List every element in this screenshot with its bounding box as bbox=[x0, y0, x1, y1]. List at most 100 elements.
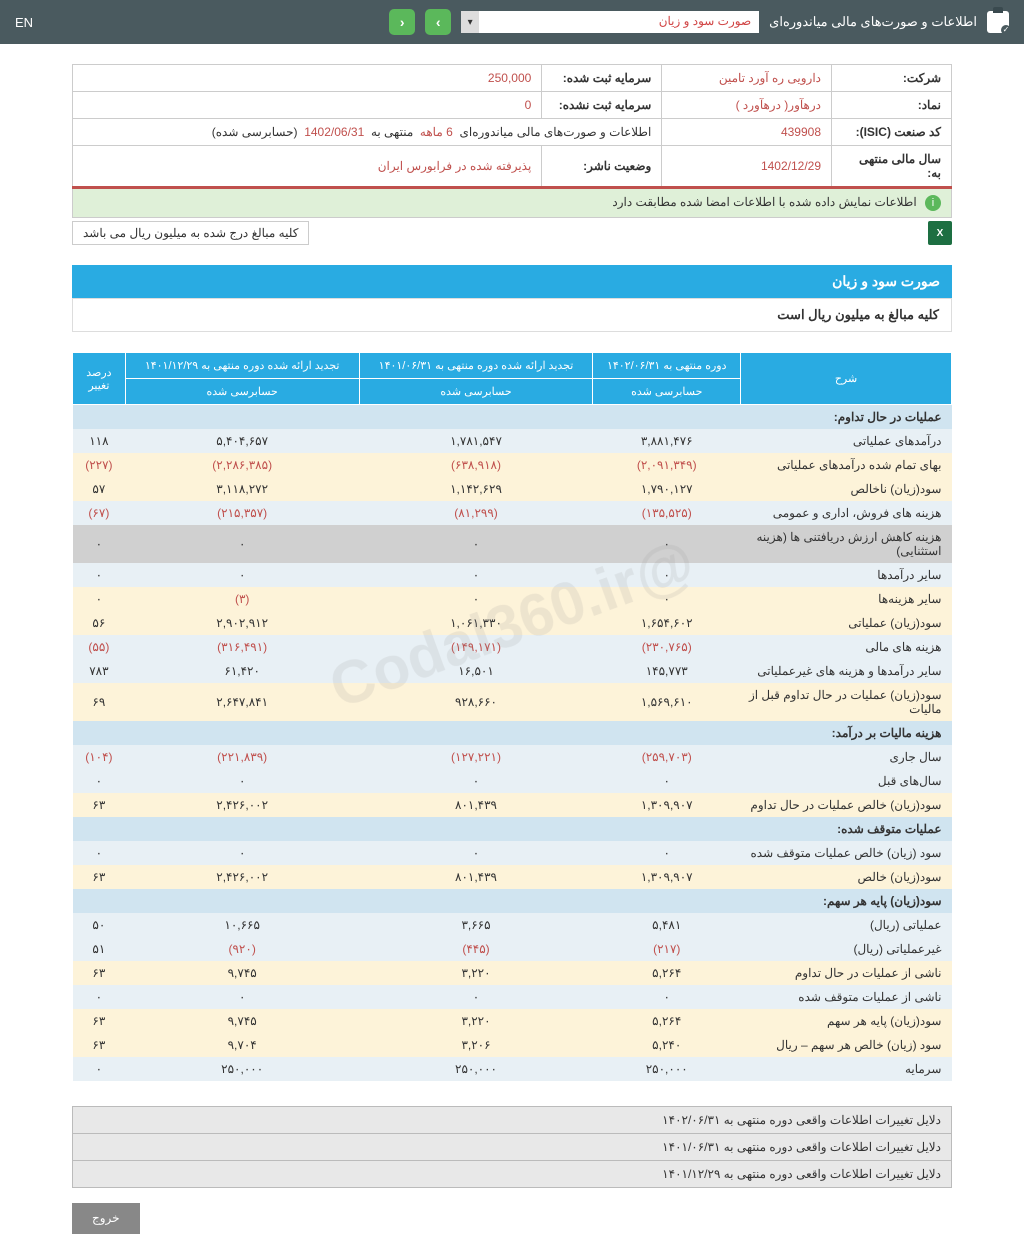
header-title: اطلاعات و صورت‌های مالی میاندوره‌ای bbox=[769, 14, 977, 30]
row-value: ۶۳ bbox=[73, 1033, 126, 1057]
row-value: ۳,۲۲۰ bbox=[359, 961, 593, 985]
row-value: ۹,۷۴۵ bbox=[125, 1009, 359, 1033]
row-label: سود(زیان) خالص عملیات در حال تداوم bbox=[741, 793, 952, 817]
row-value: ۱,۳۰۹,۹۰۷ bbox=[593, 865, 741, 889]
row-value: (۴۴۵) bbox=[359, 937, 593, 961]
row-value: ۱,۷۹۰,۱۲۷ bbox=[593, 477, 741, 501]
th-col3-sub: حسابرسی شده bbox=[125, 379, 359, 405]
row-value: ۶۳ bbox=[73, 793, 126, 817]
period-date: 1402/06/31 bbox=[304, 125, 364, 139]
nav-prev-button[interactable]: ‹ bbox=[389, 9, 415, 35]
period-label: اطلاعات و صورت‌های مالی میاندوره‌ای bbox=[459, 125, 651, 139]
row-value: ۱,۳۰۹,۹۰۷ bbox=[593, 793, 741, 817]
period-months: 6 ماهه bbox=[420, 125, 453, 139]
row-value: (۲۳۰,۷۶۵) bbox=[593, 635, 741, 659]
row-value: ۵۷ bbox=[73, 477, 126, 501]
row-value: ۵,۴۸۱ bbox=[593, 913, 741, 937]
row-value: ۰ bbox=[73, 587, 126, 611]
row-label: سایر درآمدها bbox=[741, 563, 952, 587]
section-header: سود(زیان) پایه هر سهم: bbox=[73, 889, 952, 913]
row-value: ۵,۲۶۴ bbox=[593, 1009, 741, 1033]
row-value: (۱۲۷,۲۲۱) bbox=[359, 745, 593, 769]
symbol-label: نماد: bbox=[832, 92, 952, 119]
publisher-value: پذيرفته شده در فرابورس ايران bbox=[73, 146, 542, 188]
company-label: شرکت: bbox=[832, 65, 952, 92]
row-value: ۰ bbox=[73, 563, 126, 587]
capital-reg-value: 250,000 bbox=[73, 65, 542, 92]
row-value: (۱۴۹,۱۷۱) bbox=[359, 635, 593, 659]
fiscal-value: 1402/12/29 bbox=[662, 146, 832, 188]
section-header: عملیات متوقف شده: bbox=[73, 817, 952, 841]
row-label: سود (زیان) خالص هر سهم – ریال bbox=[741, 1033, 952, 1057]
row-label: هزینه کاهش ارزش دریافتنی ها (هزینه استثن… bbox=[741, 525, 952, 563]
row-label: هزینه های فروش، اداری و عمومی bbox=[741, 501, 952, 525]
row-value: ۵۰ bbox=[73, 913, 126, 937]
row-value: (۳) bbox=[125, 587, 359, 611]
capital-unreg-label: سرمایه ثبت نشده: bbox=[542, 92, 662, 119]
isic-value: 439908 bbox=[662, 119, 832, 146]
row-value: ۰ bbox=[125, 985, 359, 1009]
row-value: (۲۲۱,۸۳۹) bbox=[125, 745, 359, 769]
row-value: ۳,۱۱۸,۲۷۲ bbox=[125, 477, 359, 501]
row-label: بهای تمام شده درآمدهای عملیاتی bbox=[741, 453, 952, 477]
row-label: سال جاری bbox=[741, 745, 952, 769]
reason-row: دلایل تغییرات اطلاعات واقعی دوره منتهی ب… bbox=[73, 1134, 952, 1161]
row-value: ۳,۲۰۶ bbox=[359, 1033, 593, 1057]
th-col2: تجدید ارائه شده دوره منتهی به ۱۴۰۱/۰۶/۳۱ bbox=[359, 353, 593, 379]
row-value: ۳,۶۶۵ bbox=[359, 913, 593, 937]
lang-toggle[interactable]: EN bbox=[15, 15, 33, 30]
row-value: ۰ bbox=[73, 1057, 126, 1081]
row-value: (۲۱۵,۳۵۷) bbox=[125, 501, 359, 525]
period-status: (حسابرسی شده) bbox=[212, 125, 298, 139]
row-value: ۰ bbox=[73, 985, 126, 1009]
info-table: شرکت: دارویی ره آورد تامین سرمایه ثبت شد… bbox=[72, 64, 952, 218]
row-label: سود(زیان) خالص bbox=[741, 865, 952, 889]
row-value: (۶۷) bbox=[73, 501, 126, 525]
row-value: ۲۵۰,۰۰۰ bbox=[359, 1057, 593, 1081]
th-col1: دوره منتهی به ۱۴۰۲/۰۶/۳۱ bbox=[593, 353, 741, 379]
row-value: ۰ bbox=[593, 587, 741, 611]
row-value: ۶۳ bbox=[73, 961, 126, 985]
row-value: ۸۰۱,۴۳۹ bbox=[359, 865, 593, 889]
row-value: (۹۲۰) bbox=[125, 937, 359, 961]
excel-icon[interactable]: X bbox=[928, 221, 952, 245]
row-value: ۰ bbox=[125, 769, 359, 793]
report-dropdown[interactable]: صورت سود و زیان bbox=[479, 11, 759, 33]
row-value: ۰ bbox=[593, 841, 741, 865]
row-value: (۶۳۸,۹۱۸) bbox=[359, 453, 593, 477]
row-value: (۲۵۹,۷۰۳) bbox=[593, 745, 741, 769]
row-value: (۲,۲۸۶,۳۸۵) bbox=[125, 453, 359, 477]
info-icon: i bbox=[925, 195, 941, 211]
dropdown-arrow-icon[interactable]: ▾ bbox=[461, 11, 479, 33]
row-value: ۰ bbox=[125, 525, 359, 563]
section-header: هزینه مالیات بر درآمد: bbox=[73, 721, 952, 745]
row-value: ۱,۷۸۱,۵۴۷ bbox=[359, 429, 593, 453]
row-value: ۷۸۳ bbox=[73, 659, 126, 683]
row-value: ۰ bbox=[359, 985, 593, 1009]
row-value: ۲,۹۰۲,۹۱۲ bbox=[125, 611, 359, 635]
row-value: ۳,۸۸۱,۴۷۶ bbox=[593, 429, 741, 453]
row-label: سود(زیان) عملیات در حال تداوم قبل از مال… bbox=[741, 683, 952, 721]
section-subtitle: کلیه مبالغ به میلیون ریال است bbox=[72, 298, 952, 332]
row-value: (۲,۰۹۱,۳۴۹) bbox=[593, 453, 741, 477]
row-value: (۵۵) bbox=[73, 635, 126, 659]
capital-reg-label: سرمایه ثبت شده: bbox=[542, 65, 662, 92]
exit-button[interactable]: خروج bbox=[72, 1203, 140, 1234]
section-header: عملیات در حال تداوم: bbox=[73, 405, 952, 430]
row-value: ۰ bbox=[359, 769, 593, 793]
symbol-value: درهآور( درهآورد ) bbox=[662, 92, 832, 119]
row-value: ۰ bbox=[359, 841, 593, 865]
row-value: ۵۱ bbox=[73, 937, 126, 961]
row-label: ناشی از عملیات در حال تداوم bbox=[741, 961, 952, 985]
row-value: (۸۱,۲۹۹) bbox=[359, 501, 593, 525]
row-value: ۰ bbox=[593, 769, 741, 793]
row-value: ۹,۷۰۴ bbox=[125, 1033, 359, 1057]
row-value: ۶۱,۴۲۰ bbox=[125, 659, 359, 683]
company-value: دارویی ره آورد تامین bbox=[662, 65, 832, 92]
row-value: ۲,۶۴۷,۸۴۱ bbox=[125, 683, 359, 721]
verification-banner: i اطلاعات نمایش داده شده با اطلاعات امضا… bbox=[73, 188, 952, 218]
nav-next-button[interactable]: › bbox=[425, 9, 451, 35]
row-value: ۹,۷۴۵ bbox=[125, 961, 359, 985]
row-value: ۶۳ bbox=[73, 1009, 126, 1033]
row-value: ۰ bbox=[593, 985, 741, 1009]
